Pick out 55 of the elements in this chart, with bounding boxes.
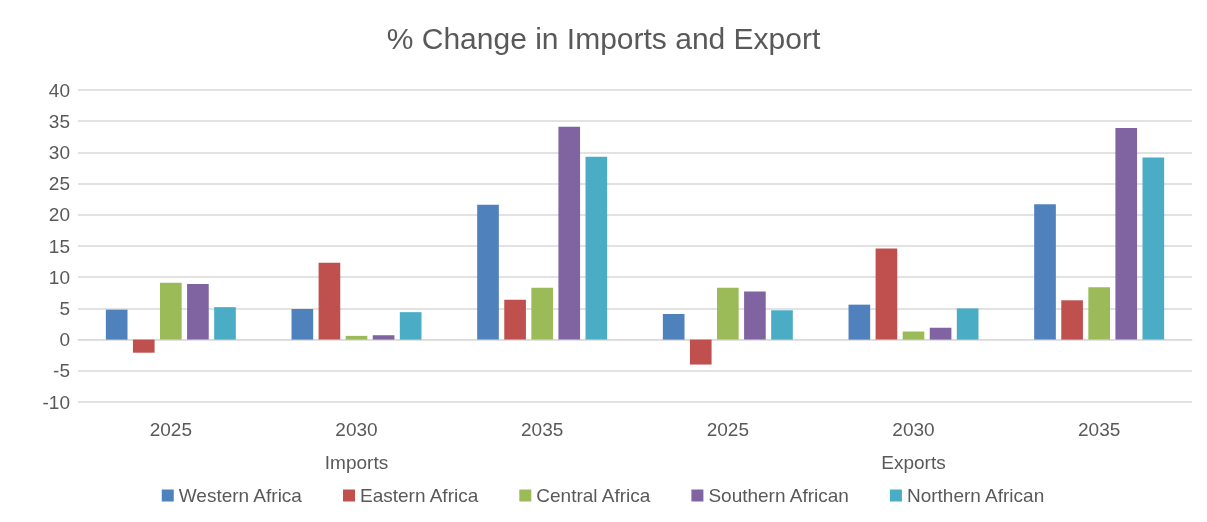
- y-tick-label: 15: [48, 235, 70, 257]
- bar: [902, 331, 925, 340]
- y-tick-label: 20: [48, 204, 70, 226]
- y-tick-label: 10: [48, 266, 70, 288]
- chart-title: % Change in Imports and Export: [386, 21, 821, 55]
- x-tick-label: 2035: [1078, 419, 1121, 440]
- y-tick-label: -5: [53, 360, 70, 382]
- bar: [214, 307, 236, 340]
- bar: [848, 304, 871, 340]
- y-tick-label: 0: [59, 329, 70, 351]
- bar: [558, 126, 581, 340]
- bar: [1088, 287, 1110, 340]
- x-tick-label: 2030: [892, 419, 935, 440]
- y-tick-label: 30: [48, 141, 70, 163]
- y-tick-label: -10: [42, 391, 70, 413]
- legend-label: Northern African: [906, 485, 1045, 506]
- bar: [662, 314, 685, 340]
- y-tick-label: 35: [48, 110, 70, 132]
- y-tick-label: 25: [48, 173, 70, 195]
- bar: [291, 309, 314, 340]
- bar: [1142, 157, 1165, 340]
- bar: [1034, 204, 1056, 340]
- x-tick-label: 2025: [706, 419, 749, 440]
- bar: [187, 284, 209, 340]
- bar: [1115, 128, 1138, 340]
- x-tick-label: 2025: [149, 419, 192, 440]
- bar: [689, 339, 712, 365]
- legend-label: Southern African: [708, 485, 849, 506]
- bar: [771, 310, 793, 340]
- bar: [717, 287, 739, 340]
- bar: [504, 299, 526, 340]
- bar: [345, 335, 368, 340]
- y-tick-label: 5: [59, 297, 70, 319]
- bar: [132, 339, 155, 353]
- bar: [744, 291, 766, 340]
- bar: [477, 204, 499, 340]
- legend-label: Western Africa: [178, 485, 303, 506]
- bar: [929, 327, 952, 340]
- bar: [160, 282, 182, 340]
- bar: [585, 156, 608, 340]
- x-tick-label: 2035: [521, 419, 564, 440]
- bar: [318, 262, 341, 340]
- text: Imports: [324, 451, 389, 473]
- y-tick-label: 40: [48, 79, 70, 101]
- legend-label: Central Africa: [536, 485, 651, 506]
- bar: [105, 309, 128, 340]
- bar: [531, 287, 553, 340]
- bar: [1061, 300, 1083, 340]
- text: Exports: [881, 451, 946, 473]
- x-tick-label: 2030: [335, 419, 378, 440]
- legend-label: Eastern Africa: [359, 485, 479, 506]
- bar: [956, 308, 979, 340]
- bar: [875, 248, 898, 340]
- bar: [399, 312, 422, 340]
- bar: [372, 335, 395, 340]
